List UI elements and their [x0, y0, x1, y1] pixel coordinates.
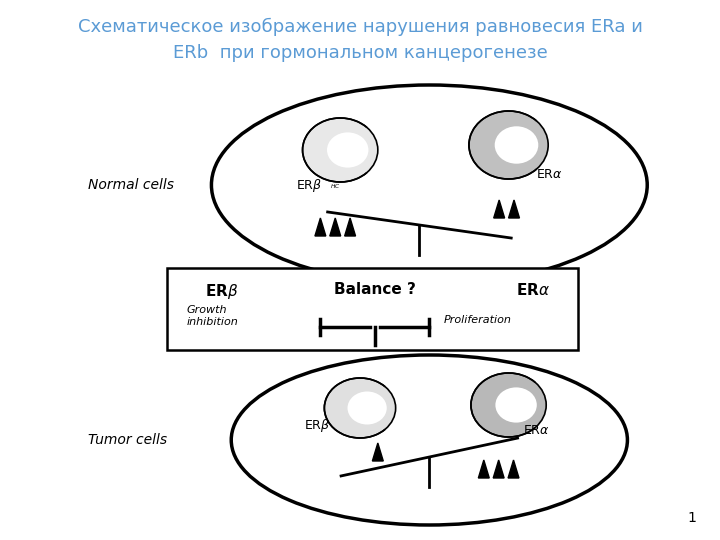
Text: ER$\alpha$: ER$\alpha$: [516, 282, 550, 298]
Text: Balance ?: Balance ?: [334, 282, 415, 297]
Text: ER$\alpha$: ER$\alpha$: [536, 168, 563, 181]
Ellipse shape: [324, 378, 396, 438]
Polygon shape: [494, 200, 505, 218]
Ellipse shape: [495, 126, 539, 164]
Polygon shape: [508, 200, 519, 218]
Text: $^{HC}$: $^{HC}$: [330, 184, 341, 192]
Ellipse shape: [212, 85, 647, 285]
Polygon shape: [345, 218, 356, 236]
Polygon shape: [330, 218, 341, 236]
Text: 1: 1: [688, 511, 697, 525]
Polygon shape: [478, 460, 490, 478]
Text: ER$\beta$: ER$\beta$: [204, 282, 238, 301]
Text: Tumor cells: Tumor cells: [88, 433, 167, 447]
Polygon shape: [493, 460, 504, 478]
Text: Схематическое изображение нарушения равновесия ERa и: Схематическое изображение нарушения равн…: [78, 18, 642, 36]
Text: ERb  при гормональном канцерогенезе: ERb при гормональном канцерогенезе: [173, 44, 547, 62]
Ellipse shape: [231, 355, 627, 525]
Text: ER$\beta$: ER$\beta$: [304, 416, 330, 434]
Ellipse shape: [348, 392, 387, 424]
Text: Growth
inhibition: Growth inhibition: [186, 305, 238, 327]
Ellipse shape: [469, 111, 548, 179]
Ellipse shape: [471, 373, 546, 437]
Polygon shape: [372, 443, 383, 461]
Text: ER$\beta$: ER$\beta$: [296, 177, 322, 193]
Polygon shape: [508, 460, 519, 478]
Ellipse shape: [495, 387, 537, 423]
Bar: [167, 268, 578, 350]
Text: Proliferation: Proliferation: [444, 315, 512, 325]
Polygon shape: [315, 218, 326, 236]
Ellipse shape: [302, 118, 378, 182]
Ellipse shape: [327, 132, 369, 167]
Text: Normal cells: Normal cells: [88, 178, 174, 192]
Text: ER$\alpha$: ER$\alpha$: [523, 423, 550, 436]
